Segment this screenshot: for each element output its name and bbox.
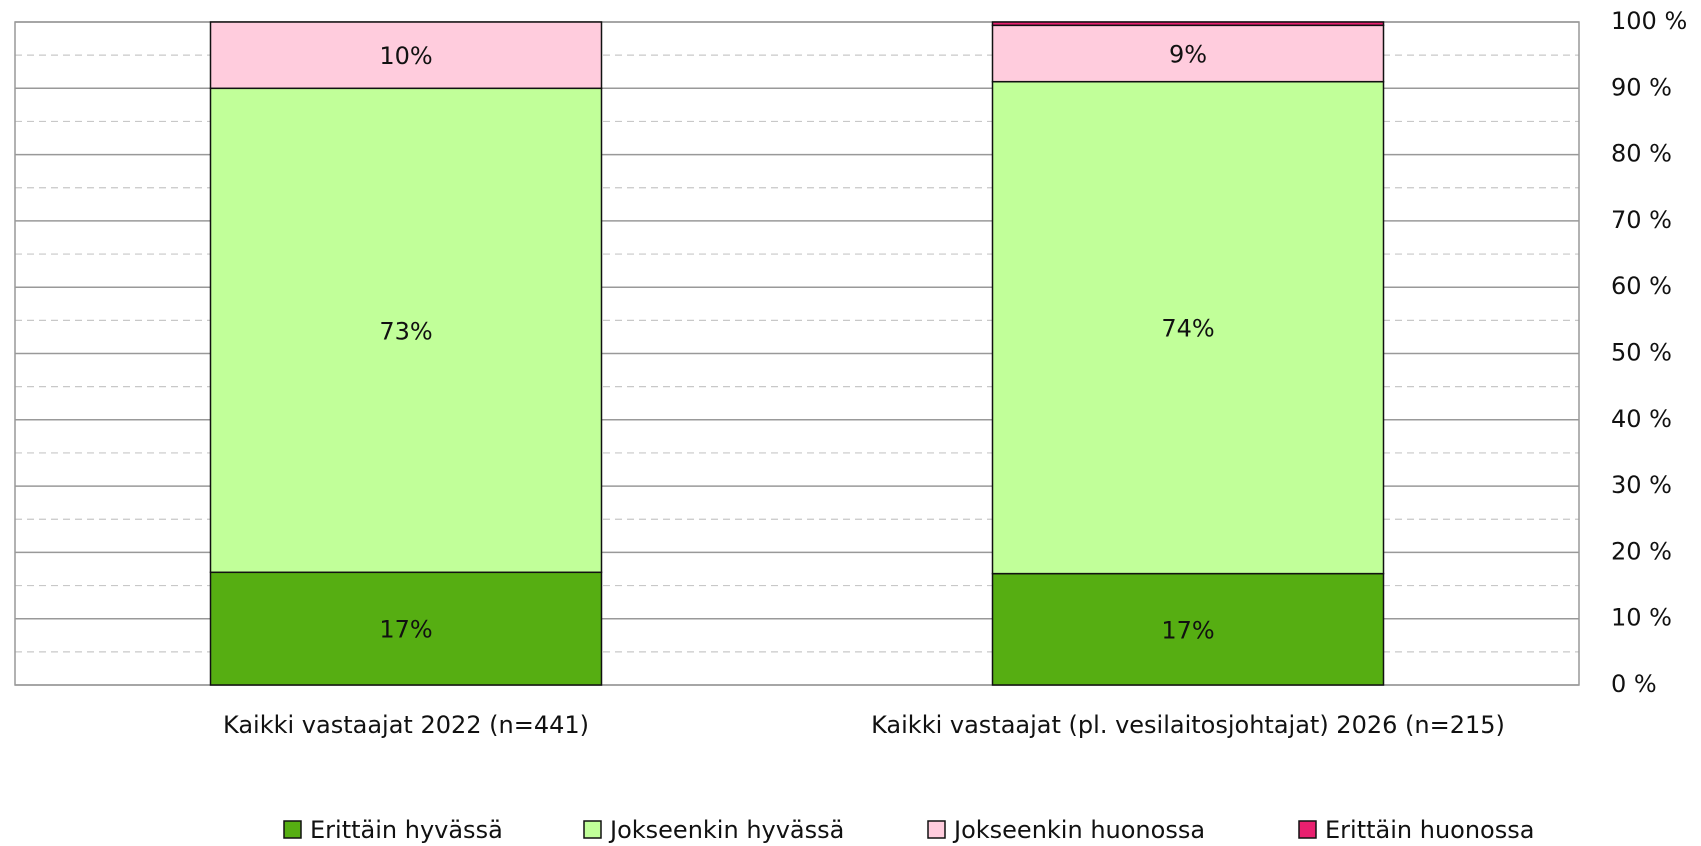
bar-segment — [991, 21, 1385, 27]
y-tick-label: 30 % — [1611, 471, 1672, 499]
data-label: 9% — [1169, 40, 1207, 68]
bar-segment — [991, 572, 1385, 686]
bar-segment — [991, 80, 1385, 575]
data-label: 17% — [1161, 616, 1214, 644]
x-tick-label: Kaikki vastaajat (pl. vesilaitosjohtajat… — [871, 711, 1505, 739]
legend-label: Erittäin hyvässä — [310, 816, 503, 844]
y-tick-label: 60 % — [1611, 272, 1672, 300]
x-tick-label: Kaikki vastaajat 2022 (n=441) — [223, 711, 589, 739]
bar-segment — [209, 21, 603, 90]
legend-swatch — [1298, 820, 1317, 839]
y-tick-label: 10 % — [1611, 604, 1672, 632]
bar-segment — [209, 571, 603, 686]
y-tick-label: 40 % — [1611, 405, 1672, 433]
legend-swatch — [583, 820, 602, 839]
legend-swatch — [283, 820, 302, 839]
data-label: 17% — [379, 616, 432, 644]
legend-label: Jokseenkin hyvässä — [608, 816, 844, 844]
data-label: 10% — [379, 42, 432, 70]
data-label: 73% — [379, 317, 432, 345]
bar-segment — [991, 24, 1385, 83]
legend-label: Erittäin huonossa — [1325, 816, 1534, 844]
y-tick-label: 80 % — [1611, 140, 1672, 168]
data-label: 74% — [1161, 315, 1214, 343]
legend-label: Jokseenkin huonossa — [952, 816, 1205, 844]
y-tick-label: 100 % — [1611, 7, 1687, 35]
bar-segment — [209, 87, 603, 574]
plot-border — [14, 21, 1580, 686]
y-tick-label: 90 % — [1611, 73, 1672, 101]
y-tick-label: 70 % — [1611, 206, 1672, 234]
legend-swatch — [927, 820, 946, 839]
y-tick-label: 50 % — [1611, 339, 1672, 367]
y-tick-label: 0 % — [1611, 670, 1657, 698]
y-tick-label: 20 % — [1611, 537, 1672, 565]
